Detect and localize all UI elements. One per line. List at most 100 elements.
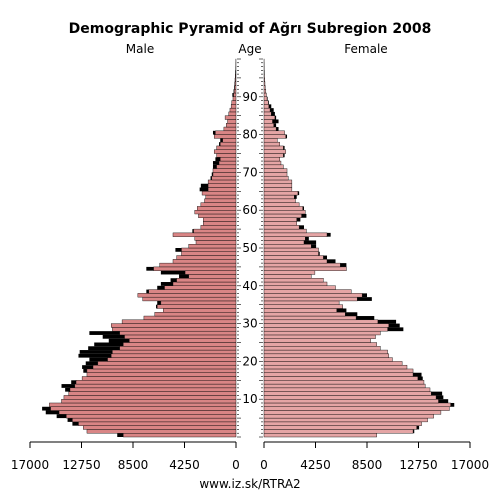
female-bar <box>263 130 285 135</box>
male-excess-bar <box>234 85 235 90</box>
male-bar <box>157 304 237 309</box>
male-excess-bar <box>78 353 112 358</box>
male-excess-bar <box>175 248 182 252</box>
male-excess-bar <box>65 387 70 392</box>
male-bar <box>194 209 237 215</box>
male-excess-bar <box>212 164 217 169</box>
female-bar <box>263 383 426 389</box>
male-bar <box>49 402 237 407</box>
male-bar <box>223 126 237 132</box>
male-bar <box>75 380 237 385</box>
female-bar <box>263 225 300 230</box>
male-bar <box>188 244 237 249</box>
male-bar <box>123 342 237 347</box>
male-bar <box>129 338 237 343</box>
female-excess-bar <box>302 206 304 211</box>
female-bar <box>263 168 288 173</box>
female-bar <box>263 262 341 268</box>
female-excess-bar <box>276 127 279 131</box>
male-axis-tick-label: 17000 <box>11 458 49 472</box>
male-excess-bar <box>212 130 216 135</box>
male-excess-bar <box>94 342 124 347</box>
male-bar <box>86 368 237 373</box>
male-bar <box>195 240 237 245</box>
female-excess-bar <box>303 240 317 245</box>
female-bar <box>263 259 328 264</box>
male-excess-bar <box>220 138 223 143</box>
female-axis-tick-label: 4250 <box>300 458 331 472</box>
female-excess-bar <box>417 376 423 381</box>
female-bar <box>263 100 269 105</box>
male-excess-bar <box>219 142 221 146</box>
male-bar <box>121 319 237 324</box>
female-excess-bar <box>296 217 301 222</box>
male-bar <box>66 414 237 419</box>
female-bar <box>263 304 343 309</box>
male-excess-bar <box>61 384 75 388</box>
male-excess-bar <box>85 361 98 366</box>
male-bar <box>107 357 237 362</box>
male-excess-bar <box>42 406 51 411</box>
male-bar <box>220 157 237 162</box>
male-bar <box>74 383 237 389</box>
male-axis-tick-label: 8500 <box>118 458 149 472</box>
age-tick-label: 90 <box>242 90 257 104</box>
female-bar <box>263 342 377 347</box>
male-bar <box>204 198 237 203</box>
female-bar <box>263 289 352 294</box>
male-bar <box>231 100 237 105</box>
male-bar <box>148 289 237 294</box>
female-excess-bar <box>436 395 444 400</box>
female-axis-tick-label: 8500 <box>352 458 383 472</box>
female-bar <box>263 209 306 215</box>
female-bar <box>263 194 295 200</box>
female-excess-bar <box>327 259 336 264</box>
female-bar <box>263 183 293 188</box>
male-bar <box>216 145 237 150</box>
female-excess-bar <box>268 104 272 109</box>
female-excess-bar <box>323 255 328 260</box>
male-bar <box>229 107 237 113</box>
female-axis-tick-label: 17000 <box>451 458 489 472</box>
male-bar <box>203 217 237 222</box>
female-bar <box>263 153 284 158</box>
female-bar <box>263 433 377 438</box>
female-bar <box>263 198 296 203</box>
female-bar <box>263 213 302 218</box>
male-excess-bar <box>200 183 209 188</box>
female-excess-bar <box>294 195 297 199</box>
male-axis-tick-label: 0 <box>232 458 240 472</box>
female-excess-bar <box>327 232 331 237</box>
male-excess-bar <box>232 93 234 97</box>
male-bar <box>63 395 237 400</box>
male-excess-bar <box>82 365 94 369</box>
male-bar <box>110 353 237 358</box>
female-bar <box>263 179 293 184</box>
female-bar <box>263 236 306 241</box>
male-bar <box>227 119 237 124</box>
female-excess-bar <box>272 119 279 124</box>
male-excess-bar <box>67 418 73 422</box>
female-bar <box>263 221 297 226</box>
female-excess-bar <box>377 319 397 324</box>
male-bar <box>207 183 237 188</box>
male-bars <box>42 58 237 438</box>
male-excess-bar <box>215 157 221 162</box>
male-bar <box>213 134 237 139</box>
male-bar <box>92 364 237 370</box>
female-excess-bar <box>362 293 367 298</box>
male-excess-bar <box>157 285 165 290</box>
female-bar <box>263 141 280 147</box>
male-bar <box>205 194 237 200</box>
female-label: Female <box>344 42 387 56</box>
male-excess-bar <box>102 334 125 339</box>
female-excess-bar <box>267 96 268 101</box>
population-axis: 17000 17000 12750 12750 8500 8500 4250 4250 0 0 <box>11 441 489 472</box>
female-bar <box>263 281 328 286</box>
male-excess-bar <box>89 357 108 362</box>
female-bar <box>263 89 267 94</box>
female-bar <box>263 402 451 407</box>
female-bar <box>263 104 270 109</box>
male-bar <box>69 387 237 392</box>
